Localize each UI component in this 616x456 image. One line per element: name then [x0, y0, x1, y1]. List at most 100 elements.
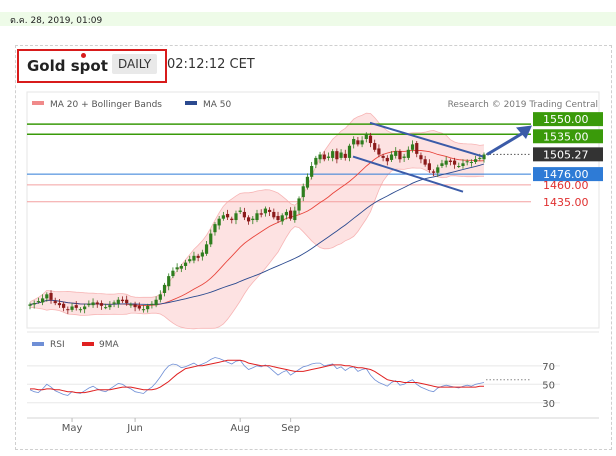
- candle-body: [402, 156, 406, 158]
- candle-body: [57, 303, 62, 306]
- candle-body: [125, 299, 129, 304]
- candle-body: [171, 270, 175, 277]
- candle-body: [62, 303, 66, 308]
- candle-body: [41, 298, 45, 303]
- candle-body: [423, 159, 427, 165]
- title-highlight-box: [17, 49, 167, 83]
- main-panel: [26, 91, 600, 329]
- candle-body: [364, 134, 368, 139]
- level-label-pivot: 1476.00: [543, 168, 589, 181]
- candle-body: [431, 171, 436, 173]
- candle-body: [188, 259, 192, 262]
- pivot-label-bg: [533, 167, 603, 182]
- price-levels: [27, 123, 531, 203]
- candle-body: [179, 265, 183, 269]
- candle-body: [436, 167, 440, 173]
- candle-body: [457, 166, 461, 168]
- candle-body: [175, 267, 179, 270]
- candle-body: [318, 154, 322, 160]
- candle-body: [108, 305, 112, 308]
- ma50-legend-label: MA 50: [203, 100, 232, 110]
- candle-body: [339, 152, 343, 158]
- candle-body: [204, 244, 209, 254]
- research-credit: Research © 2019 Trading Central: [448, 100, 598, 110]
- candle-body: [116, 299, 120, 304]
- channel-upper-line: [369, 121, 484, 158]
- candle-body: [377, 148, 381, 155]
- candle-body: [419, 155, 423, 160]
- resistance-label-bg: [533, 129, 603, 144]
- candle-body: [373, 143, 377, 150]
- candle-body: [410, 144, 415, 150]
- candle-body: [310, 166, 314, 177]
- candle-body: [154, 299, 158, 306]
- candle-body: [343, 153, 347, 158]
- candle-body: [120, 299, 125, 302]
- x-axis-label: Jun: [126, 423, 143, 434]
- rsi-legend-label: RSI: [50, 340, 65, 350]
- candle-body: [469, 161, 473, 163]
- candle-body: [36, 301, 41, 303]
- candle-body: [183, 262, 188, 266]
- candle-body: [301, 186, 305, 198]
- candle-body: [461, 163, 465, 167]
- ma20-legend-swatch: [32, 101, 44, 105]
- timeframe-badge[interactable]: DAILY: [112, 54, 158, 74]
- candle-body: [385, 157, 389, 162]
- candle-body: [133, 304, 137, 308]
- candle-body: [444, 160, 448, 165]
- candle-body: [297, 198, 301, 211]
- rsi-tick-label: 30: [542, 399, 555, 410]
- candles: [28, 132, 486, 314]
- rsi-panel: 70 50 30: [27, 357, 560, 410]
- candle-body: [331, 151, 335, 158]
- candle-body: [99, 303, 104, 306]
- x-axis-label: Aug: [230, 423, 250, 434]
- candle-body: [398, 151, 402, 160]
- candle-body: [234, 213, 238, 221]
- trend-annotations: [352, 121, 532, 193]
- candle-body: [83, 306, 87, 310]
- candle-body: [427, 163, 431, 171]
- candle-body: [209, 233, 213, 245]
- candle-body: [28, 304, 32, 306]
- candle-body: [305, 176, 310, 188]
- level-label-last: 1505.27: [543, 148, 589, 161]
- projection-arrow-shaft: [486, 132, 523, 156]
- candle-body: [406, 149, 410, 158]
- candle-body: [478, 157, 482, 159]
- candle-body: [440, 163, 444, 167]
- x-axis-label: Sep: [281, 423, 300, 434]
- candle-body: [230, 218, 234, 221]
- candle-body: [213, 224, 217, 233]
- candle-body: [255, 213, 259, 221]
- candle-body: [394, 151, 398, 156]
- candle-body: [289, 210, 293, 219]
- candle-body: [167, 276, 171, 287]
- candle-body: [45, 294, 49, 299]
- candle-body: [280, 215, 284, 222]
- candle-body: [360, 140, 364, 145]
- candle-body: [74, 305, 78, 308]
- candle-body: [381, 155, 385, 158]
- candle-body: [293, 210, 297, 221]
- candle-body: [104, 307, 108, 309]
- candle-body: [217, 218, 221, 226]
- candle-body: [78, 309, 83, 311]
- rsi-legend-swatch: [32, 342, 44, 346]
- candle-body: [146, 305, 150, 310]
- candle-body: [129, 304, 133, 306]
- candle-body: [322, 154, 326, 160]
- candle-body: [196, 255, 200, 258]
- candle-body: [70, 306, 74, 310]
- candle-body: [32, 303, 36, 305]
- candle-body: [263, 208, 268, 214]
- candle-body: [356, 140, 360, 145]
- candle-body: [150, 303, 154, 305]
- rsi-tick-label: 70: [542, 362, 555, 373]
- candle-body: [225, 213, 230, 218]
- candle-body: [158, 294, 162, 300]
- candle-body: [246, 217, 251, 222]
- candle-body: [347, 145, 352, 158]
- candle-body: [200, 252, 204, 257]
